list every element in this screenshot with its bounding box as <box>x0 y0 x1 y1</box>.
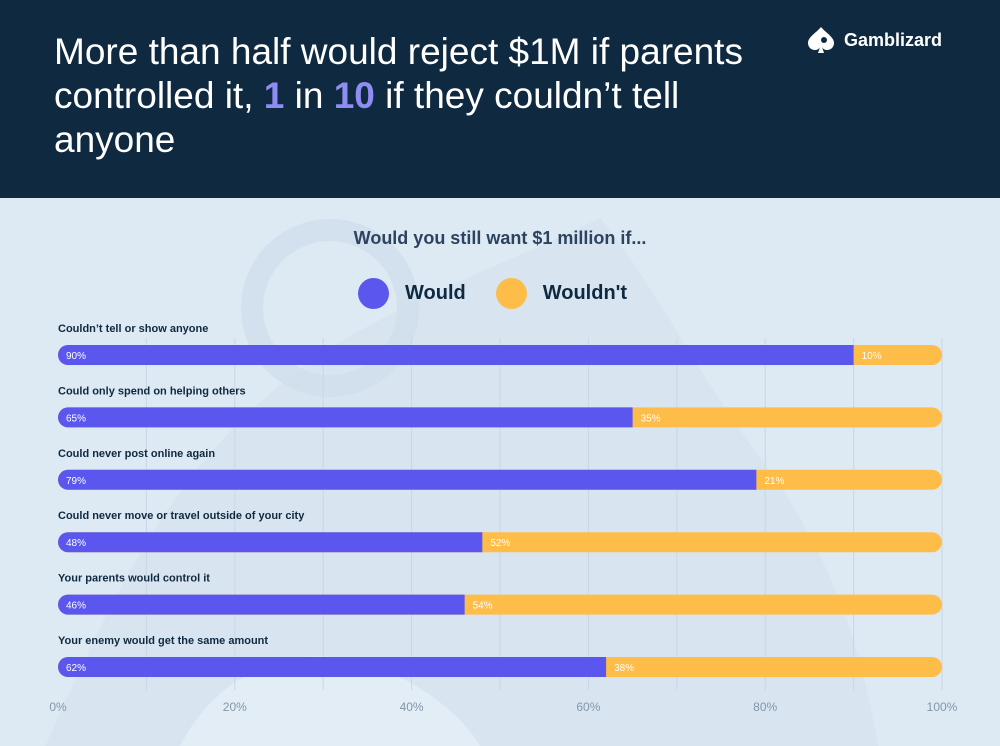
category-label: Couldn’t tell or show anyone <box>58 323 208 335</box>
x-tick-label: 60% <box>576 700 600 714</box>
x-tick-label: 0% <box>49 700 67 714</box>
category-label: Could only spend on helping others <box>58 385 246 397</box>
chart-title: Would you still want $1 million if... <box>353 228 647 248</box>
data-label: 52% <box>490 538 510 549</box>
data-label: 35% <box>641 413 661 424</box>
data-label: 54% <box>473 601 493 612</box>
spade-lizard-icon <box>808 27 834 53</box>
legend-item-wouldnt: Wouldn't <box>495 278 628 309</box>
chart-legend: Would Wouldn't <box>358 278 657 309</box>
header-banner: More than half would reject $1M if paren… <box>0 0 1000 198</box>
data-label: 46% <box>66 601 86 612</box>
x-tick-label: 100% <box>927 700 958 714</box>
headline-highlight-10: 10 <box>333 75 375 116</box>
brand-logo: Gamblizard <box>806 26 942 54</box>
data-label: 62% <box>66 663 86 674</box>
x-tick-label: 40% <box>400 700 424 714</box>
headline: More than half would reject $1M if paren… <box>54 30 774 162</box>
headline-part-1: More than half would reject $1M if paren… <box>54 31 743 116</box>
legend-swatch-wouldnt <box>495 278 527 309</box>
bar-segment-would <box>58 407 633 428</box>
bar-segment-would <box>58 594 465 615</box>
headline-part-2: in <box>284 75 334 116</box>
data-label: 90% <box>66 351 86 362</box>
brand-name: Gamblizard <box>844 29 943 50</box>
category-label: Could never post online again <box>58 448 215 460</box>
x-tick-label: 20% <box>223 700 247 714</box>
headline-highlight-1: 1 <box>263 75 285 116</box>
data-label: 65% <box>66 413 86 424</box>
bar-segment-would <box>58 532 483 553</box>
legend-swatch-would <box>358 278 389 309</box>
bar-segment-would <box>58 657 607 677</box>
category-label: Your enemy would get the same amount <box>58 635 268 647</box>
bar-segment-would <box>58 345 854 365</box>
legend-label-would: Would <box>405 282 466 304</box>
legend-item-would: Would <box>358 278 466 309</box>
data-label: 21% <box>764 476 784 487</box>
data-label: 38% <box>614 663 634 674</box>
data-label: 10% <box>862 351 882 362</box>
category-label: Could never move or travel outside of yo… <box>58 510 305 522</box>
category-label: Your parents would control it <box>58 573 210 585</box>
legend-label-wouldnt: Wouldn't <box>542 282 628 304</box>
bar-segment-would <box>58 469 757 490</box>
headline-part-3: if they couldn’t tell anyone <box>54 75 680 160</box>
data-label: 48% <box>66 538 86 549</box>
data-label: 79% <box>66 476 86 487</box>
x-tick-label: 80% <box>753 700 777 714</box>
